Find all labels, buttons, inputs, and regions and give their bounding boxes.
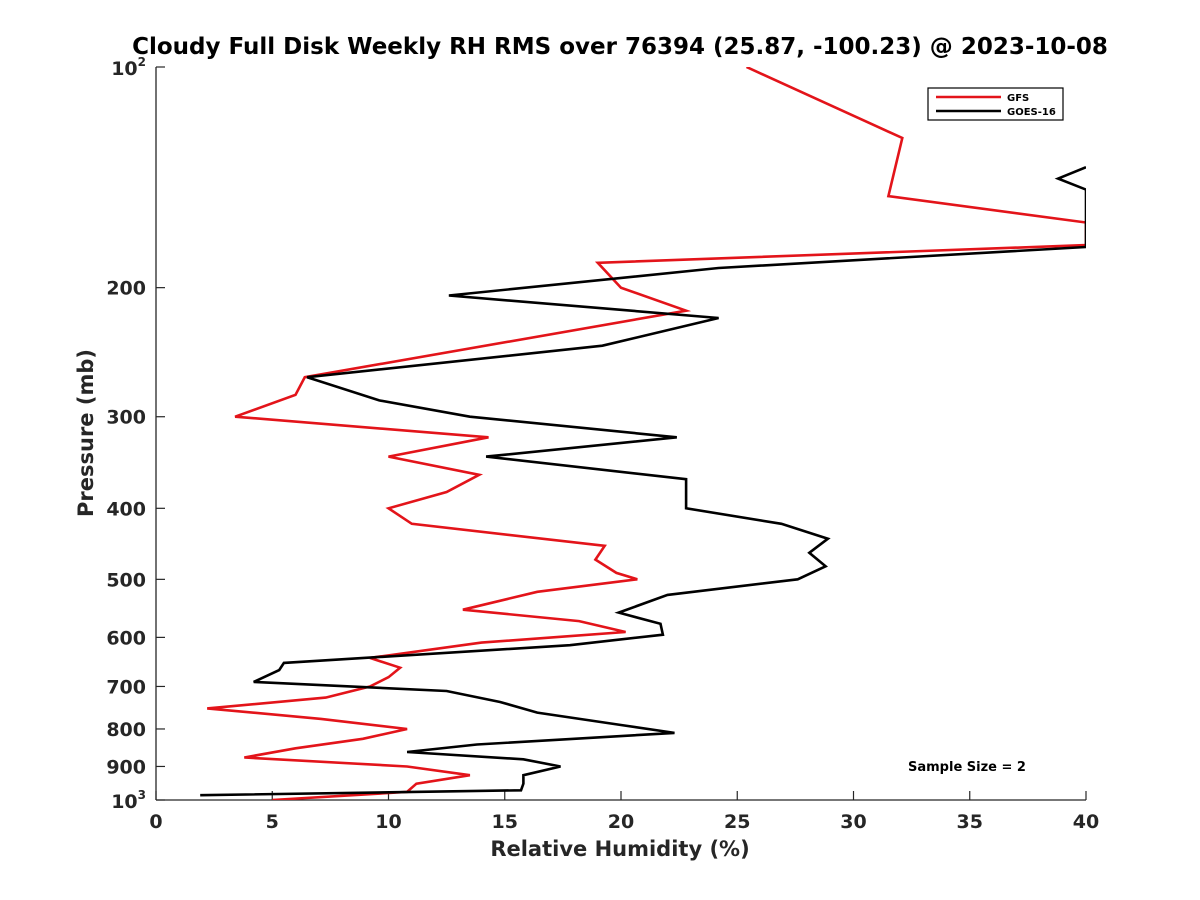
x-tick-label: 15 [492, 811, 518, 833]
legend-box [927, 87, 1064, 121]
x-tick-label: 35 [957, 811, 983, 833]
x-tick-label: 40 [1073, 811, 1099, 833]
x-tick-label: 30 [840, 811, 866, 833]
data-lines [200, 67, 1086, 800]
y-tick-label: 800 [106, 719, 146, 741]
y-tick-label: 600 [106, 627, 146, 649]
series-line-gfs [207, 67, 1086, 800]
legend-label: GOES-16 [1007, 107, 1056, 118]
y-tick-label: 500 [106, 569, 146, 591]
x-tick-label: 20 [608, 811, 634, 833]
legend: GFS GOES-16 [927, 87, 1064, 121]
y-tick-label: 700 [106, 676, 146, 698]
axes: 0 5 10 15 20 25 30 35 40 200 300 400 500 600 700 800 900… [106, 55, 1099, 833]
y-tick-label: 300 [106, 407, 146, 429]
y-tick-label: 900 [106, 756, 146, 778]
sample-size-annotation: Sample Size = 2 [908, 760, 1026, 775]
x-tick-label: 5 [266, 811, 279, 833]
series-line-goes-16 [200, 165, 1086, 797]
x-tick-label: 25 [724, 811, 750, 833]
y-tick-label: 200 [106, 278, 146, 300]
y-tick-label-power: 103 [111, 788, 146, 813]
legend-label: GFS [1007, 93, 1029, 104]
y-tick-label: 400 [106, 498, 146, 520]
x-tick-label: 0 [149, 811, 162, 833]
y-axis-label: Pressure (mb) [74, 349, 98, 517]
y-tick-label-power: 102 [111, 55, 146, 80]
x-tick-label: 10 [375, 811, 401, 833]
x-axis-label: Relative Humidity (%) [490, 837, 749, 861]
chart-title: Cloudy Full Disk Weekly RH RMS over 7639… [132, 34, 1108, 60]
